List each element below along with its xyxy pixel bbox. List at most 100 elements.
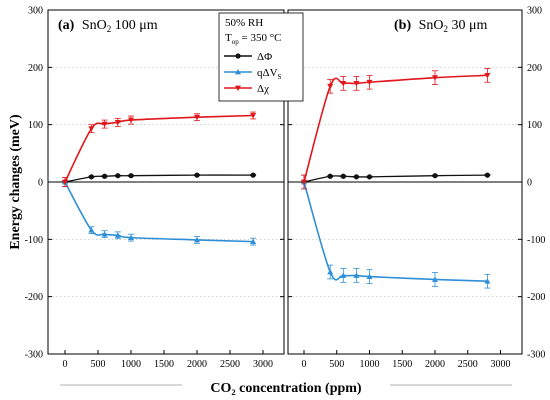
panel-b-series (301, 68, 491, 190)
panel-a-thickness: 100 μm (111, 18, 158, 33)
panel-a-data-point (115, 173, 121, 179)
panel-b-data-point (484, 72, 491, 79)
panel-b-xtick-label: 500 (329, 359, 344, 370)
panel-b-xtick-label: 0 (302, 359, 307, 370)
panel-a-label: (a) (58, 18, 75, 33)
legend-label: qΔVS (257, 67, 282, 81)
panel-b-ytick-label: 100 (527, 120, 542, 131)
panel-a-material-sub: 2 (107, 24, 112, 34)
panel-b-series (301, 172, 491, 185)
data-layer (62, 68, 491, 289)
panel-b-data-point (327, 83, 334, 90)
panel-a-series (62, 111, 257, 187)
legend-entry: ΔΦ (224, 51, 272, 63)
panel-a-ytick-label: -100 (25, 235, 43, 246)
panel-a-ytick-label: -300 (25, 350, 43, 361)
panel-a-xtick-label: 500 (91, 359, 106, 370)
legend-entry: Δχ (224, 83, 269, 95)
panel-b-ytick-label: 200 (527, 63, 542, 74)
panel-b-xtick-label: 1000 (360, 359, 380, 370)
panel-b-data-point (301, 179, 307, 185)
panel-a-data-point (114, 232, 121, 238)
panel-a-data-point (88, 126, 95, 132)
panel-b-ytick-label: -100 (527, 235, 545, 246)
panel-a-ytick-label: 200 (28, 63, 43, 74)
panel-a-xtick-label: 2000 (187, 359, 207, 370)
panel-b-xtick-label: 2500 (458, 359, 478, 370)
panel-a-title: (a) SnO2 100 μm (58, 18, 158, 34)
panel-b-data-point (432, 276, 438, 282)
panel-a-data-point (62, 179, 68, 185)
panel-b-data-point (432, 173, 438, 179)
panel-a-data-point (194, 172, 200, 178)
panel-a-series (62, 177, 257, 246)
panel-a-data-point (128, 234, 134, 241)
panel-a-xtick-label: 3000 (253, 359, 273, 370)
panel-a-data-point (250, 238, 257, 245)
panel-a-material: SnO (82, 18, 107, 33)
panel-a-ytick-label: 300 (28, 6, 43, 17)
panel-b-data-point (432, 75, 438, 81)
panel-a-data-point (88, 174, 94, 180)
legend-label: Δχ (257, 83, 269, 95)
legend-box (218, 12, 304, 102)
panel-b-ytick-label: -200 (527, 292, 545, 303)
panel-a-series (62, 172, 257, 185)
panel-b-series (301, 174, 491, 289)
panel-b-material-sub: 2 (444, 24, 449, 34)
legend-swatch-marker (235, 69, 241, 75)
panel-b-data-point (353, 80, 360, 87)
panel-a-data-point (128, 117, 134, 124)
panel-a-data-point (250, 113, 257, 119)
panel-b-title: (b) SnO2 30 μm (394, 18, 488, 34)
panel-a-data-point (114, 119, 121, 126)
panel-b-data-point (327, 269, 334, 275)
panel-b-label: (b) (394, 18, 411, 33)
panel-b-data-point (366, 174, 373, 180)
panel-b-ytick-label: 300 (527, 6, 542, 17)
legend-condition-rh: 50% RH (225, 17, 263, 29)
panel-a-ytick-label: 0 (38, 178, 43, 189)
panel-a-data-point (88, 227, 95, 233)
panel-b-data-point (353, 174, 359, 180)
panel-a-xtick-label: 1000 (121, 359, 141, 370)
panel-b-data-point (340, 272, 347, 278)
legend-label: ΔΦ (257, 51, 272, 63)
legend-condition-temp: Top = 350 °C (225, 32, 281, 46)
legend: 50% RH Top = 350 °C ΔΦ qΔVS Δχ (218, 12, 304, 102)
panel-a-xtick-label: 1500 (154, 359, 174, 370)
panel-a-series-line (64, 114, 254, 183)
panel-a-series-line (64, 181, 254, 243)
panel-a-data-point (128, 173, 134, 179)
panel-b-ytick-label: 0 (527, 178, 532, 189)
panel-b-material: SnO (419, 18, 444, 33)
panel-b-data-point (484, 172, 490, 178)
legend-swatch-marker (235, 85, 241, 91)
panel-b-data-point (340, 173, 346, 179)
panel-a-data-point (194, 114, 200, 121)
panel-a-ytick-label: 100 (28, 120, 43, 131)
panel-b-ytick-label: -300 (527, 350, 545, 361)
panel-a-ytick-label: -200 (25, 292, 43, 303)
panel-b-data-point (366, 79, 373, 86)
panel-a-xtick-label: 2500 (220, 359, 240, 370)
panel-a-data-point (101, 121, 108, 128)
panel-b-data-point (340, 80, 347, 87)
legend-entry: qΔVS (224, 67, 282, 81)
panel-b-xtick-label: 2000 (425, 359, 445, 370)
panel-b-thickness: 30 μm (448, 18, 488, 33)
panel-b-xtick-label: 3000 (491, 359, 511, 370)
x-axis-title: CO₂ concentration (ppm) (210, 381, 362, 396)
panel-b-data-point (484, 278, 491, 284)
panel-a-data-point (194, 236, 200, 243)
panel-a-data-point (250, 172, 256, 178)
y-axis-title: Energy changes (meV) (8, 114, 23, 250)
panel-a-data-point (102, 173, 108, 179)
legend-swatch-marker (235, 53, 241, 59)
panel-b-data-point (353, 272, 360, 278)
panel-a-xtick-label: 0 (63, 359, 68, 370)
panel-b-xtick-label: 1500 (392, 359, 412, 370)
panel-a-data-point (101, 231, 108, 237)
